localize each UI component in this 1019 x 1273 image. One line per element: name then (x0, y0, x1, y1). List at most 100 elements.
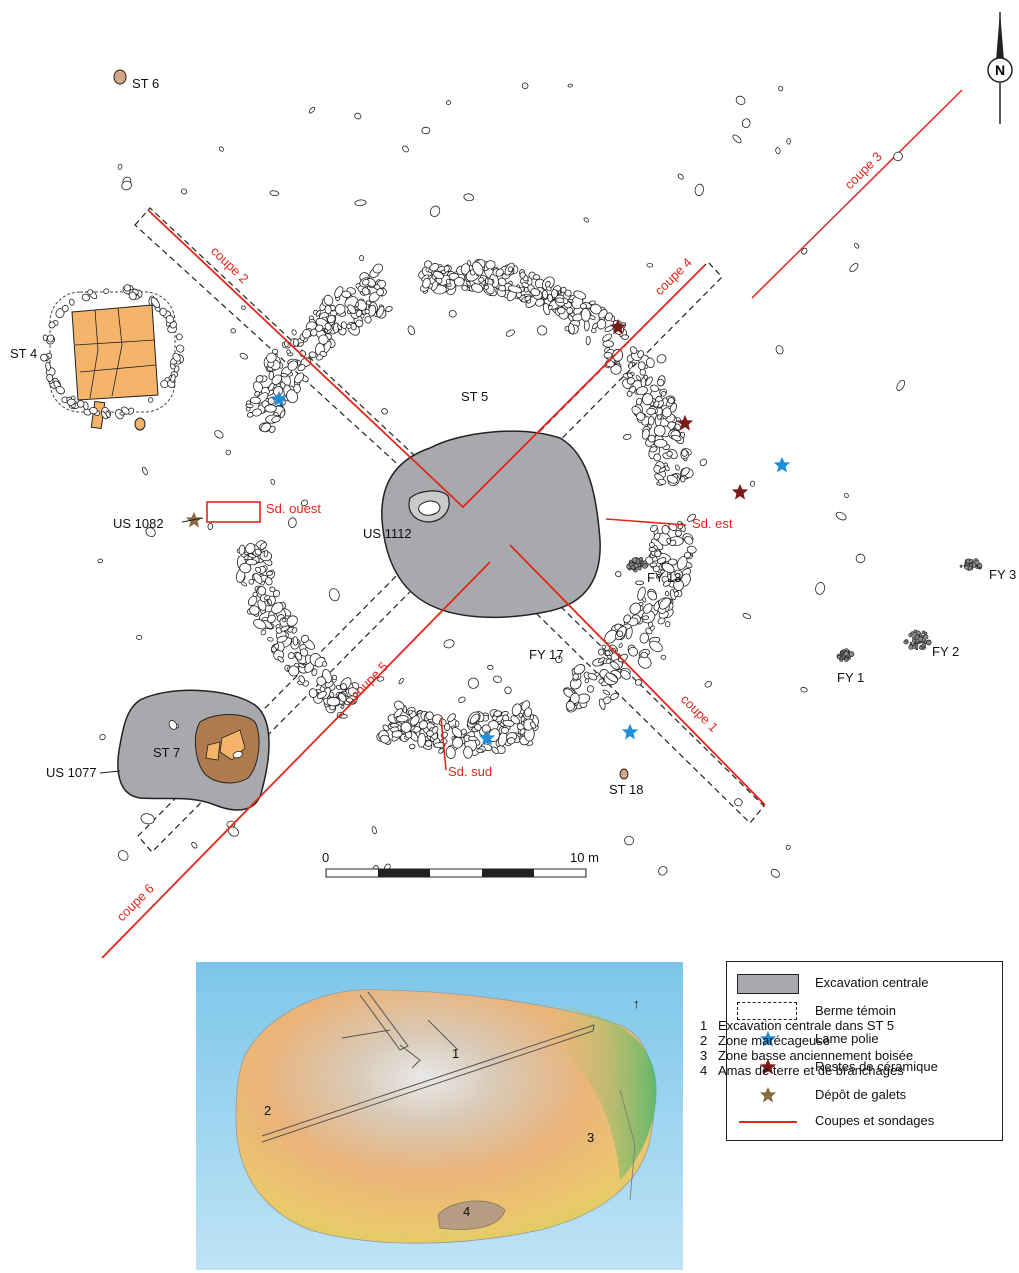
zone-text: Zone marécageuse (718, 1033, 831, 1048)
lame-polie-star-icon (773, 456, 791, 473)
stone (656, 414, 662, 420)
stone (699, 458, 707, 467)
terrain-model-inset: 1 2 3 4 ↑ (196, 962, 683, 1270)
stone (458, 696, 466, 703)
stone (647, 416, 655, 426)
stone (660, 391, 667, 397)
stone (407, 325, 415, 336)
stone (601, 644, 607, 650)
stone (598, 648, 605, 656)
stone (191, 841, 198, 849)
legend-item: Lame polie (727, 1028, 1002, 1052)
stone (775, 147, 781, 155)
stone (597, 657, 606, 664)
stone (463, 746, 473, 759)
stone (47, 334, 55, 343)
stone (669, 402, 677, 413)
stone (602, 340, 614, 348)
stone (893, 151, 903, 162)
stone (623, 614, 631, 624)
stone (521, 82, 529, 90)
north-arrow-icon: N (987, 12, 1013, 124)
stone (770, 868, 780, 878)
stone (381, 408, 388, 415)
stone (355, 309, 363, 317)
stone (297, 364, 306, 372)
stone (248, 553, 256, 559)
stone (506, 737, 516, 745)
stone (340, 704, 345, 709)
legend-item: Excavation centrale (727, 972, 1002, 996)
stone (618, 653, 628, 663)
stone (140, 813, 155, 825)
stone (105, 411, 111, 418)
stone (673, 579, 684, 591)
stone (704, 680, 712, 688)
stone (507, 266, 514, 273)
sd-sud-line (440, 717, 447, 771)
stone (55, 385, 65, 395)
stone (487, 664, 494, 670)
stone (573, 290, 587, 300)
stone (81, 293, 90, 302)
stone (573, 664, 586, 675)
stone (653, 453, 662, 462)
zone-list: 1 Excavation centrale dans ST 5 2 Zone mar… (700, 1018, 913, 1078)
stone (286, 389, 299, 404)
stone (391, 730, 403, 738)
stone (271, 415, 281, 423)
stone (400, 721, 412, 733)
hearth-stone (642, 563, 648, 569)
hearth-stone (921, 630, 926, 634)
zone-number: 1 (700, 1018, 708, 1033)
stone (491, 746, 499, 755)
stone (365, 300, 372, 306)
stone (265, 577, 273, 586)
stone (660, 654, 667, 660)
stone (293, 383, 301, 394)
stone (338, 692, 347, 703)
stone (291, 329, 297, 336)
stone (271, 602, 284, 614)
stone (734, 798, 743, 807)
scale-bar: 0 10 m (322, 850, 599, 878)
stone (355, 301, 359, 308)
zone-number: 2 (700, 1033, 708, 1048)
stone (483, 284, 490, 290)
stone (266, 352, 277, 363)
coupe-1-line (509, 544, 766, 806)
stone (555, 655, 563, 664)
stone (172, 352, 181, 362)
coupe-2-label: coupe 2 (208, 243, 252, 286)
stone (661, 524, 670, 535)
stone (252, 381, 264, 393)
stone (136, 634, 143, 640)
stone (786, 138, 791, 145)
stone (467, 677, 479, 689)
st-18-feature (619, 768, 629, 780)
stone (643, 603, 653, 614)
stone (424, 740, 433, 747)
stone (495, 268, 504, 277)
stone (460, 263, 471, 275)
central-excavation (381, 430, 601, 619)
stone (626, 377, 635, 385)
stone (684, 535, 694, 545)
stone (346, 323, 352, 329)
stone (675, 529, 682, 537)
stone (666, 537, 671, 545)
stone (298, 663, 305, 669)
stone (649, 562, 658, 567)
stone (264, 404, 277, 413)
hearth-stone (631, 557, 638, 563)
stone (87, 289, 93, 296)
stone (355, 299, 367, 311)
stone (263, 549, 269, 558)
stone (598, 309, 608, 319)
stone (505, 329, 515, 337)
stone (318, 334, 329, 345)
stone (46, 374, 54, 382)
stone (732, 134, 742, 144)
stone (674, 569, 683, 579)
stone (469, 713, 480, 724)
